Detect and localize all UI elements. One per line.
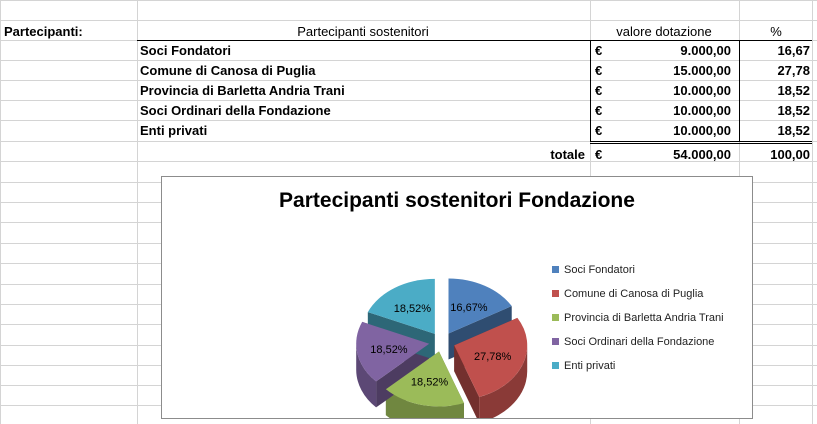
legend-swatch [552, 265, 559, 273]
header-partecipanti-sostenitori: Partecipanti sostenitori [297, 24, 429, 39]
row-currency: € [595, 123, 603, 138]
row-value: 10.000,00 [673, 103, 731, 118]
row-value: 10.000,00 [673, 123, 731, 138]
legend-swatch [552, 313, 559, 321]
row-percent: 18,52 [777, 103, 810, 118]
legend-swatch [552, 289, 559, 297]
row-currency: € [595, 103, 603, 118]
pie-slice-wall-1-1 [454, 345, 480, 418]
legend-label: Provincia di Barletta Andria Trani [564, 312, 724, 324]
header-valore-dotazione: valore dotazione [616, 24, 712, 39]
header-percent: % [770, 24, 782, 39]
legend-label: Soci Ordinari della Fondazione [564, 336, 715, 348]
row-name: Soci Fondatori [140, 43, 231, 58]
row-percent: 18,52 [777, 83, 810, 98]
pie-chart[interactable]: Partecipanti sostenitori Fondazione 16,6… [161, 176, 753, 419]
row-value: 9.000,00 [680, 43, 731, 58]
row-percent: 16,67 [777, 43, 810, 58]
legend-label: Comune di Canosa di Puglia [564, 288, 704, 300]
pie-tops [356, 278, 528, 407]
legend-item: Provincia di Barletta Andria Trani [552, 311, 724, 325]
total-label: totale [550, 147, 585, 162]
pie-slice-1 [454, 317, 528, 398]
row-value: 15.000,00 [673, 63, 731, 78]
row-currency: € [595, 83, 603, 98]
pie-data-label-2: 18,52% [411, 376, 449, 388]
chart-title: Partecipanti sostenitori Fondazione [279, 189, 635, 212]
legend-label: Soci Fondatori [564, 264, 635, 276]
row-value: 10.000,00 [673, 83, 731, 98]
legend-item: Soci Ordinari della Fondazione [552, 335, 714, 349]
total-percent: 100,00 [770, 147, 810, 162]
pie-slice-0 [448, 278, 512, 334]
legend-swatch [552, 337, 559, 345]
total-value: 54.000,00 [673, 147, 731, 162]
row-name: Comune di Canosa di Puglia [140, 63, 316, 78]
pie-data-labels: 16,67% 27,78% 18,52% 18,52% 18,52% [370, 302, 511, 389]
pie-data-label-4: 18,52% [394, 303, 432, 315]
pie-data-label-1: 27,78% [474, 351, 512, 363]
pie-data-label-3: 18,52% [370, 344, 408, 356]
pie-slice-side-1 [479, 345, 528, 418]
row-name: Soci Ordinari della Fondazione [140, 103, 331, 118]
pie-slice-4 [367, 278, 435, 334]
legend-item: Enti privati [552, 359, 615, 373]
row-label-partecipanti: Partecipanti: [4, 24, 83, 39]
row-name: Provincia di Barletta Andria Trani [140, 83, 345, 98]
total-currency: € [595, 147, 603, 162]
pie-slice-3 [356, 321, 430, 382]
legend-item: Comune di Canosa di Puglia [552, 287, 703, 301]
pie-data-label-0: 16,67% [450, 302, 488, 314]
pie-slice-side-3 [356, 343, 377, 408]
row-currency: € [595, 43, 603, 58]
pie-plot-area: 16,67% 27,78% 18,52% 18,52% 18,52% [356, 278, 528, 418]
pie-slice-2 [385, 351, 464, 407]
legend-item: Soci Fondatori [552, 263, 635, 277]
row-currency: € [595, 63, 603, 78]
legend-label: Enti privati [564, 360, 616, 372]
legend-swatch [552, 361, 559, 369]
pie-slice-side-2 [385, 389, 464, 418]
row-percent: 18,52 [777, 123, 810, 138]
row-percent: 27,78 [777, 63, 810, 78]
row-name: Enti privati [140, 123, 208, 138]
